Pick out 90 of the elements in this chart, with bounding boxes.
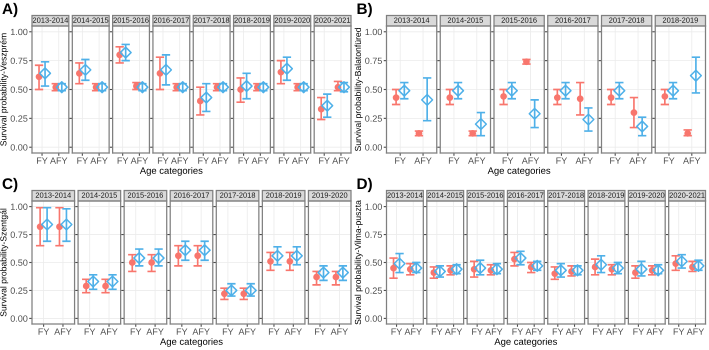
y-tick-label: 0.50	[365, 259, 382, 266]
x-tick-label: FY	[395, 158, 406, 164]
x-tick-label: FY	[130, 328, 142, 335]
x-tick-label: FY	[84, 328, 96, 335]
y-tick-label: 0.50	[365, 86, 382, 93]
y-tick-label: 1.00	[10, 28, 28, 36]
y-axis-title: Survival probability-Szentgál	[0, 208, 8, 316]
x-tick-label: AFY	[468, 158, 486, 164]
x-tick-label: AFY	[404, 328, 422, 335]
y-tick-label: 0.75	[365, 58, 382, 64]
x-tick-label: FY	[556, 158, 568, 164]
x-tick-label: FY	[633, 328, 644, 335]
x-tick-label: AFY	[238, 328, 256, 335]
x-tick-label: FY	[38, 328, 50, 335]
x-tick-label: FY	[512, 328, 524, 335]
y-axis-title: Survival probability-Vilma-puszta	[354, 200, 363, 324]
x-tick-label: AFY	[90, 158, 108, 164]
x-tick-label: AFY	[211, 158, 229, 164]
y-axis-title: Survival probability-Balatonfüred	[354, 28, 363, 152]
x-tick-label: FY	[278, 158, 290, 164]
x-tick-label: FY	[268, 328, 280, 335]
x-tick-label: AFY	[284, 328, 302, 335]
x-tick-label: AFY	[525, 328, 543, 335]
x-tick-label: AFY	[100, 328, 118, 335]
x-tick-label: FY	[77, 158, 88, 164]
y-tick-label: 0.00	[365, 315, 382, 322]
x-axis-title: Age categories	[494, 338, 558, 347]
text: D)	[358, 178, 372, 192]
x-tick-label: FY	[664, 158, 675, 164]
text: A)	[2, 2, 18, 18]
y-tick-label: 0.50	[10, 86, 28, 93]
x-tick-label: AFY	[576, 158, 593, 164]
y-tick-label: 1.00	[365, 204, 382, 210]
x-tick-label: FY	[176, 328, 188, 335]
x-tick-label: FY	[319, 158, 330, 164]
y-tick-label: 0.50	[10, 259, 28, 266]
y-axis-title: Survival probability-Veszprém	[0, 33, 8, 146]
y-tick-label: 1.00	[365, 28, 382, 36]
x-tick-label: FY	[222, 328, 234, 335]
y-tick-label: 0.25	[365, 287, 382, 294]
y-tick-label: 0.75	[10, 58, 28, 64]
x-tick-label: AFY	[50, 158, 68, 164]
x-axis-title: Age categories	[140, 166, 203, 176]
x-tick-label: AFY	[444, 328, 462, 335]
x-tick-label: FY	[552, 328, 564, 335]
x-tick-label: AFY	[414, 158, 432, 164]
x-tick-label: FY	[674, 328, 684, 335]
x-tick-label: FY	[472, 328, 483, 335]
x-tick-label: AFY	[54, 328, 72, 335]
y-tick-label: 0.75	[365, 232, 382, 238]
x-tick-label: FY	[238, 158, 250, 164]
x-tick-label: AFY	[292, 158, 310, 164]
x-tick-label: FY	[610, 158, 621, 164]
x-tick-label: FY	[432, 328, 442, 335]
y-tick-label: 0.25	[10, 287, 28, 294]
text: C)	[2, 178, 18, 192]
x-tick-label: AFY	[522, 158, 540, 164]
y-tick-label: 0.25	[365, 115, 382, 122]
x-tick-label: AFY	[170, 158, 188, 164]
x-tick-label: AFY	[646, 328, 664, 335]
x-axis-title: Age categories	[488, 166, 550, 176]
x-tick-label: FY	[315, 328, 326, 335]
x-tick-label: AFY	[683, 158, 700, 164]
x-tick-label: FY	[502, 158, 514, 164]
x-tick-label: FY	[158, 158, 169, 164]
x-tick-label: AFY	[330, 328, 348, 335]
x-tick-label: AFY	[130, 158, 148, 164]
x-tick-label: FY	[198, 158, 209, 164]
x-tick-label: FY	[37, 158, 48, 164]
y-tick-label: 0.00	[10, 144, 28, 151]
x-tick-label: AFY	[485, 328, 502, 335]
x-tick-label: AFY	[252, 158, 269, 164]
y-tick-label: 0.00	[10, 315, 28, 322]
x-tick-label: AFY	[629, 158, 647, 164]
text: B)	[358, 2, 372, 18]
x-tick-label: AFY	[566, 328, 584, 335]
x-tick-label: AFY	[606, 328, 624, 335]
y-tick-label: 0.00	[365, 144, 382, 151]
x-tick-label: AFY	[146, 328, 164, 335]
y-tick-label: 0.75	[10, 232, 28, 238]
x-tick-label: FY	[392, 328, 402, 335]
x-tick-label: FY	[448, 158, 460, 164]
x-tick-label: AFY	[332, 158, 350, 164]
x-tick-label: AFY	[192, 328, 210, 335]
y-tick-label: 0.25	[10, 115, 28, 122]
x-tick-label: AFY	[686, 328, 704, 335]
y-tick-label: 1.00	[10, 204, 28, 210]
x-tick-label: FY	[593, 328, 604, 335]
x-tick-label: FY	[118, 158, 128, 164]
x-axis-title: Age categories	[160, 338, 223, 347]
